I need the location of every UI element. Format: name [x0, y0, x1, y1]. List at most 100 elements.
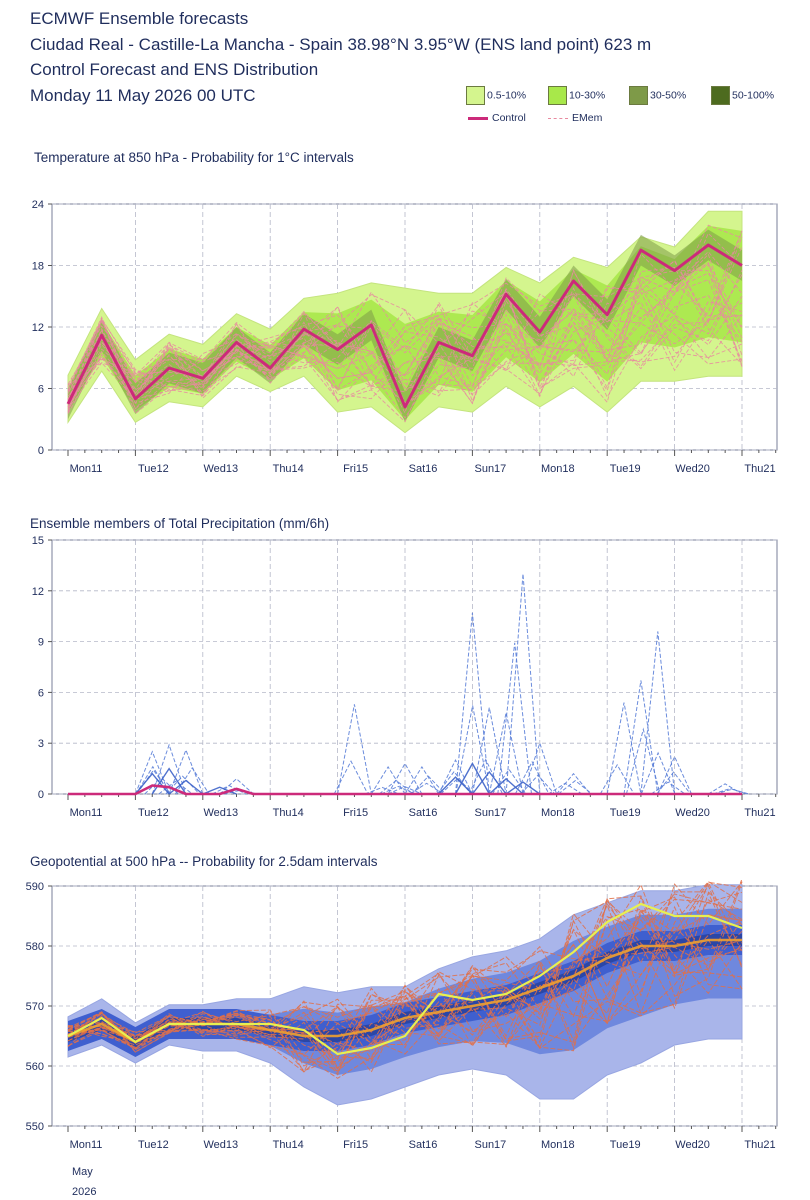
member-line	[438, 776, 473, 795]
member-line	[606, 702, 642, 795]
legend-item-0: 0.5-10%	[466, 86, 526, 105]
member-line	[67, 881, 743, 1055]
member-line	[505, 573, 541, 795]
x-day-label: Mon11	[70, 463, 103, 475]
member-line	[438, 758, 473, 795]
legend-item-2: 30-50%	[629, 86, 686, 105]
legend-emem: EMem	[548, 112, 602, 124]
y-tick-label: 12	[32, 322, 44, 334]
member-line	[548, 782, 583, 795]
y-tick-label: 15	[32, 535, 44, 547]
x-day-label: Thu21	[744, 1139, 775, 1151]
x-day-label: Sun17	[474, 463, 506, 475]
member-line	[67, 246, 743, 407]
x-day-label: Sat16	[409, 1139, 438, 1151]
member-line	[440, 777, 475, 795]
control-line	[68, 784, 742, 796]
y-tick-label: 0	[38, 445, 44, 457]
member-line	[151, 743, 187, 795]
panel-title-temperature: Temperature at 850 hPa - Probability for…	[34, 150, 354, 165]
emem-line-icon	[548, 117, 568, 119]
x-day-label: Thu21	[744, 807, 775, 819]
member-line	[380, 785, 416, 795]
member-line	[168, 748, 204, 795]
x-day-label: Wed13	[203, 807, 238, 819]
legend-swatch-icon	[711, 86, 730, 105]
member-line	[333, 760, 369, 795]
member-line	[411, 775, 446, 795]
x-day-label: Thu21	[744, 463, 775, 475]
member-line	[67, 880, 743, 1040]
band-core	[68, 934, 742, 1048]
y-tick-label: 560	[26, 1061, 44, 1073]
member-line	[67, 232, 743, 404]
y-tick-label: 0	[38, 789, 44, 801]
member-line	[640, 751, 676, 795]
member-line	[404, 765, 440, 795]
member-line	[67, 264, 743, 401]
member-line	[67, 230, 743, 415]
member-line	[67, 276, 743, 401]
x-day-label: Mon11	[70, 807, 103, 819]
y-tick-label: 24	[32, 199, 44, 211]
precipitation-chart: 0 3 6 9 12 15 Mon11 Tue12 Wed13 Thu14 Fri15 Sat16 Su…	[32, 535, 778, 819]
member-line	[520, 774, 556, 795]
x-day-label: Mon18	[541, 807, 575, 819]
legend-swatch-icon	[629, 86, 648, 105]
x-day-label: Mon18	[541, 463, 575, 475]
x-day-label: Sat16	[409, 463, 438, 475]
member-line	[497, 642, 532, 795]
member-line	[623, 680, 659, 795]
member-line	[471, 770, 507, 795]
legend-label: 30-50%	[650, 89, 687, 102]
member-line	[455, 612, 490, 795]
x-day-label: Thu14	[273, 463, 304, 475]
member-line	[556, 772, 591, 795]
footer-year: 2026	[72, 1186, 97, 1198]
member-line	[370, 765, 406, 795]
legend-swatch-icon	[466, 86, 485, 105]
y-tick-label: 9	[38, 637, 44, 649]
plot-frame	[51, 539, 778, 795]
member-line	[67, 898, 743, 1060]
member-line	[67, 274, 743, 403]
legend-label: 50-100%	[732, 89, 775, 102]
member-line	[174, 766, 210, 795]
panel-title-precipitation: Ensemble members of Total Precipitation …	[30, 516, 330, 531]
x-day-label: Tue19	[610, 463, 641, 475]
band-30-50	[68, 229, 742, 423]
x-day-label: Sun17	[474, 807, 506, 819]
control-line	[66, 243, 743, 409]
member-line	[67, 881, 743, 1061]
y-tick-label: 6	[38, 384, 44, 396]
member-line	[158, 780, 193, 795]
member-line	[656, 771, 691, 795]
x-day-label: Fri15	[343, 463, 368, 475]
member-line	[640, 631, 676, 795]
forecast-header: ECMWF Ensemble forecasts Ciudad Real - C…	[30, 6, 651, 108]
member-line	[387, 786, 422, 795]
legend: 0.5-10% 10-30% 30-50% 50-100% Control EM…	[466, 86, 796, 130]
member-line	[488, 777, 524, 795]
member-line	[651, 781, 686, 795]
x-day-label: Tue12	[138, 1139, 169, 1151]
x-day-label: Wed20	[675, 463, 710, 475]
x-day-label: Thu14	[273, 1139, 304, 1151]
x-day-label: Thu14	[273, 807, 304, 819]
x-day-label: Sat16	[409, 807, 438, 819]
member-line	[599, 763, 635, 795]
control-line	[67, 902, 743, 1056]
temperature-chart: 0 6 12 18 24 Mon11 Tue12 Wed13 Thu14 Fri15 Sat16 Su…	[32, 199, 778, 475]
member-line	[558, 779, 593, 795]
x-day-label: Fri15	[343, 807, 368, 819]
legend-label: 10-30%	[569, 89, 606, 102]
member-line	[67, 236, 743, 414]
member-line	[454, 762, 490, 795]
x-day-label: Wed13	[203, 463, 238, 475]
member-line	[135, 765, 171, 795]
y-tick-label: 12	[32, 586, 44, 598]
x-day-label: Tue12	[138, 807, 169, 819]
legend-item-3: 50-100%	[711, 86, 774, 105]
member-line	[471, 707, 507, 795]
y-tick-label: 590	[26, 881, 44, 893]
